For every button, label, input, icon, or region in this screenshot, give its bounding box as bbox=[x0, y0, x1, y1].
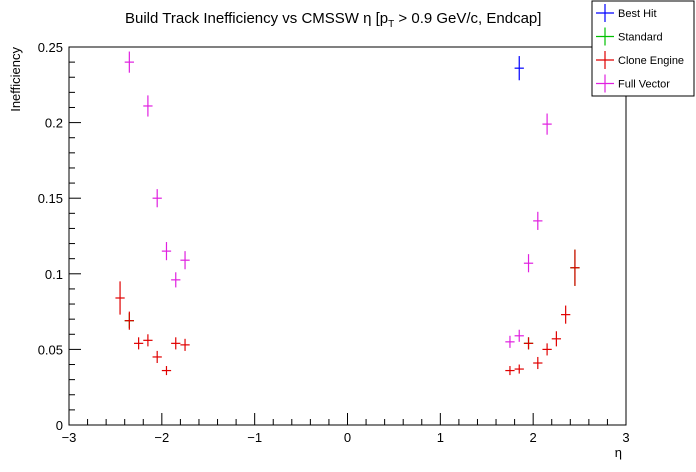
y-tick-label: 0.05 bbox=[38, 342, 63, 357]
data-point bbox=[551, 331, 562, 347]
legend-box bbox=[591, 0, 695, 97]
data-point bbox=[161, 242, 172, 261]
legend-label: Clone Engine bbox=[618, 55, 684, 67]
x-tick-label: −1 bbox=[247, 430, 262, 445]
y-tick-label: 0.2 bbox=[45, 116, 63, 131]
data-point bbox=[533, 356, 543, 370]
data-point bbox=[514, 56, 524, 81]
data-point bbox=[542, 343, 552, 356]
legend-entry: Standard bbox=[596, 27, 663, 46]
data-point bbox=[152, 350, 162, 364]
y-tick-label: 0.15 bbox=[38, 191, 63, 206]
data-point bbox=[171, 337, 181, 350]
x-tick-label: −2 bbox=[154, 430, 169, 445]
data-point bbox=[152, 189, 162, 208]
legend-label: Best Hit bbox=[618, 8, 657, 20]
x-tick-label: 0 bbox=[344, 430, 351, 445]
chart-title-rest: > 0.9 GeV/c, Endcap] bbox=[394, 10, 541, 27]
legend: Best Hit Standard Clone Engine Full Vector bbox=[591, 0, 695, 97]
legend-entry: Clone Engine bbox=[596, 51, 684, 69]
data-point bbox=[171, 272, 181, 288]
data-point bbox=[570, 249, 580, 286]
series-best-hit bbox=[514, 56, 524, 81]
data-point bbox=[180, 251, 190, 270]
x-tick-label: 1 bbox=[437, 430, 444, 445]
chart-title-main: Build Track Inefficiency vs CMSSW η [p bbox=[125, 10, 388, 27]
x-tick-label: −3 bbox=[62, 430, 77, 445]
legend-label: Standard bbox=[618, 32, 663, 44]
data-point bbox=[133, 337, 144, 350]
data-point bbox=[523, 254, 534, 273]
data-point bbox=[180, 338, 190, 351]
data-point bbox=[514, 364, 524, 374]
y-tick-label: 0 bbox=[56, 418, 63, 433]
data-point bbox=[533, 211, 543, 230]
data-point bbox=[161, 366, 172, 376]
series-full-vector bbox=[124, 51, 552, 348]
legend-label: Full Vector bbox=[618, 79, 670, 91]
series-clone-engine bbox=[115, 249, 580, 376]
legend-entry: Best Hit bbox=[596, 4, 657, 22]
data-point bbox=[124, 51, 134, 73]
data-point bbox=[115, 281, 125, 315]
data-point bbox=[124, 311, 134, 330]
data-series-layer bbox=[115, 51, 580, 376]
x-tick-label: 3 bbox=[622, 430, 629, 445]
data-point bbox=[561, 305, 571, 324]
chart-title-subscript: T bbox=[388, 19, 394, 30]
y-axis-label: Inefficiency bbox=[8, 47, 23, 112]
x-tick-label: 2 bbox=[530, 430, 537, 445]
x-axis-tick-labels: −3 −2 −1 0 1 2 3 bbox=[62, 430, 630, 445]
data-point bbox=[505, 335, 515, 348]
data-point bbox=[143, 95, 153, 117]
data-point bbox=[514, 329, 524, 342]
y-axis-ticks bbox=[69, 46, 81, 426]
legend-entry: Full Vector bbox=[596, 74, 670, 93]
y-tick-label: 0.1 bbox=[45, 267, 63, 282]
y-tick-label: 0.25 bbox=[38, 40, 63, 55]
chart-title: Build Track Inefficiency vs CMSSW η [pT … bbox=[125, 10, 541, 30]
y-axis-tick-labels: 0 0.05 0.1 0.15 0.2 0.25 bbox=[38, 40, 63, 433]
data-point bbox=[542, 113, 552, 135]
data-point bbox=[505, 366, 515, 376]
x-axis-ticks bbox=[68, 413, 627, 425]
data-point bbox=[143, 334, 153, 347]
data-point bbox=[523, 337, 534, 350]
x-axis-label: η bbox=[615, 445, 622, 460]
